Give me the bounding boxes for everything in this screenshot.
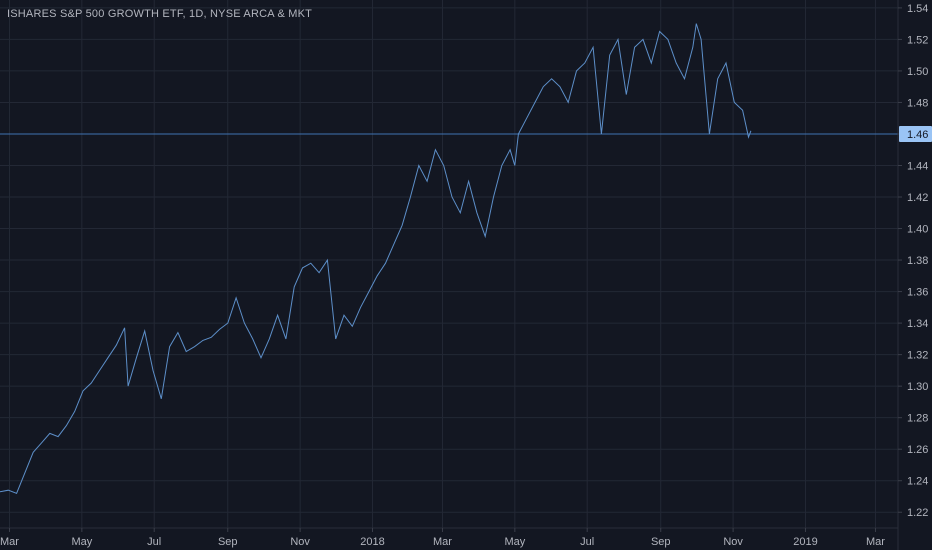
current-price-tag xyxy=(899,125,932,142)
y-tick-label: 1.50 xyxy=(907,66,928,78)
y-tick-label: 1.52 xyxy=(907,34,928,46)
x-tick-label: Jul xyxy=(580,536,594,548)
y-tick-label: 1.28 xyxy=(907,413,928,425)
current-price-label: 1.46 xyxy=(907,129,928,141)
x-tick-label: Mar xyxy=(433,536,452,548)
x-tick-label: 2019 xyxy=(793,536,817,548)
x-axis-ticks: Mar May Jul Sep Nov 2018 Mar May Jul Sep Nov 2019 Ma… xyxy=(0,528,885,548)
series-line xyxy=(0,23,752,494)
x-tick-label: Mar xyxy=(866,536,885,548)
y-tick-label: 1.24 xyxy=(907,476,928,488)
y-tick-label: 1.32 xyxy=(907,350,928,362)
chart-title: ISHARES S&P 500 GROWTH ETF, 1D, NYSE ARC… xyxy=(7,8,313,20)
y-tick-label: 1.26 xyxy=(907,444,928,456)
x-tick-label: May xyxy=(71,536,92,548)
price-tag-group: 1.46 xyxy=(899,125,932,142)
x-tick-label: Jul xyxy=(147,536,161,548)
y-tick-label: 1.34 xyxy=(907,318,928,330)
y-tick-label: 1.48 xyxy=(907,97,928,109)
x-tick-label: Mar xyxy=(0,536,19,548)
x-tick-label: Sep xyxy=(218,536,238,548)
y-tick-label: 1.40 xyxy=(907,224,928,236)
y-tick-label: 1.54 xyxy=(907,3,928,15)
x-tick-label: 2018 xyxy=(360,536,384,548)
x-tick-label: Sep xyxy=(651,536,671,548)
y-tick-label: 1.42 xyxy=(907,192,928,204)
y-tick-label: 1.44 xyxy=(907,160,928,172)
y-tick-label: 1.30 xyxy=(907,381,928,393)
y-tick-label: 1.22 xyxy=(907,507,928,519)
x-tick-label: Nov xyxy=(290,536,310,548)
x-tick-label: Nov xyxy=(723,536,743,548)
y-tick-label: 1.38 xyxy=(907,255,928,267)
x-tick-label: May xyxy=(504,536,525,548)
y-tick-label: 1.36 xyxy=(907,287,928,299)
